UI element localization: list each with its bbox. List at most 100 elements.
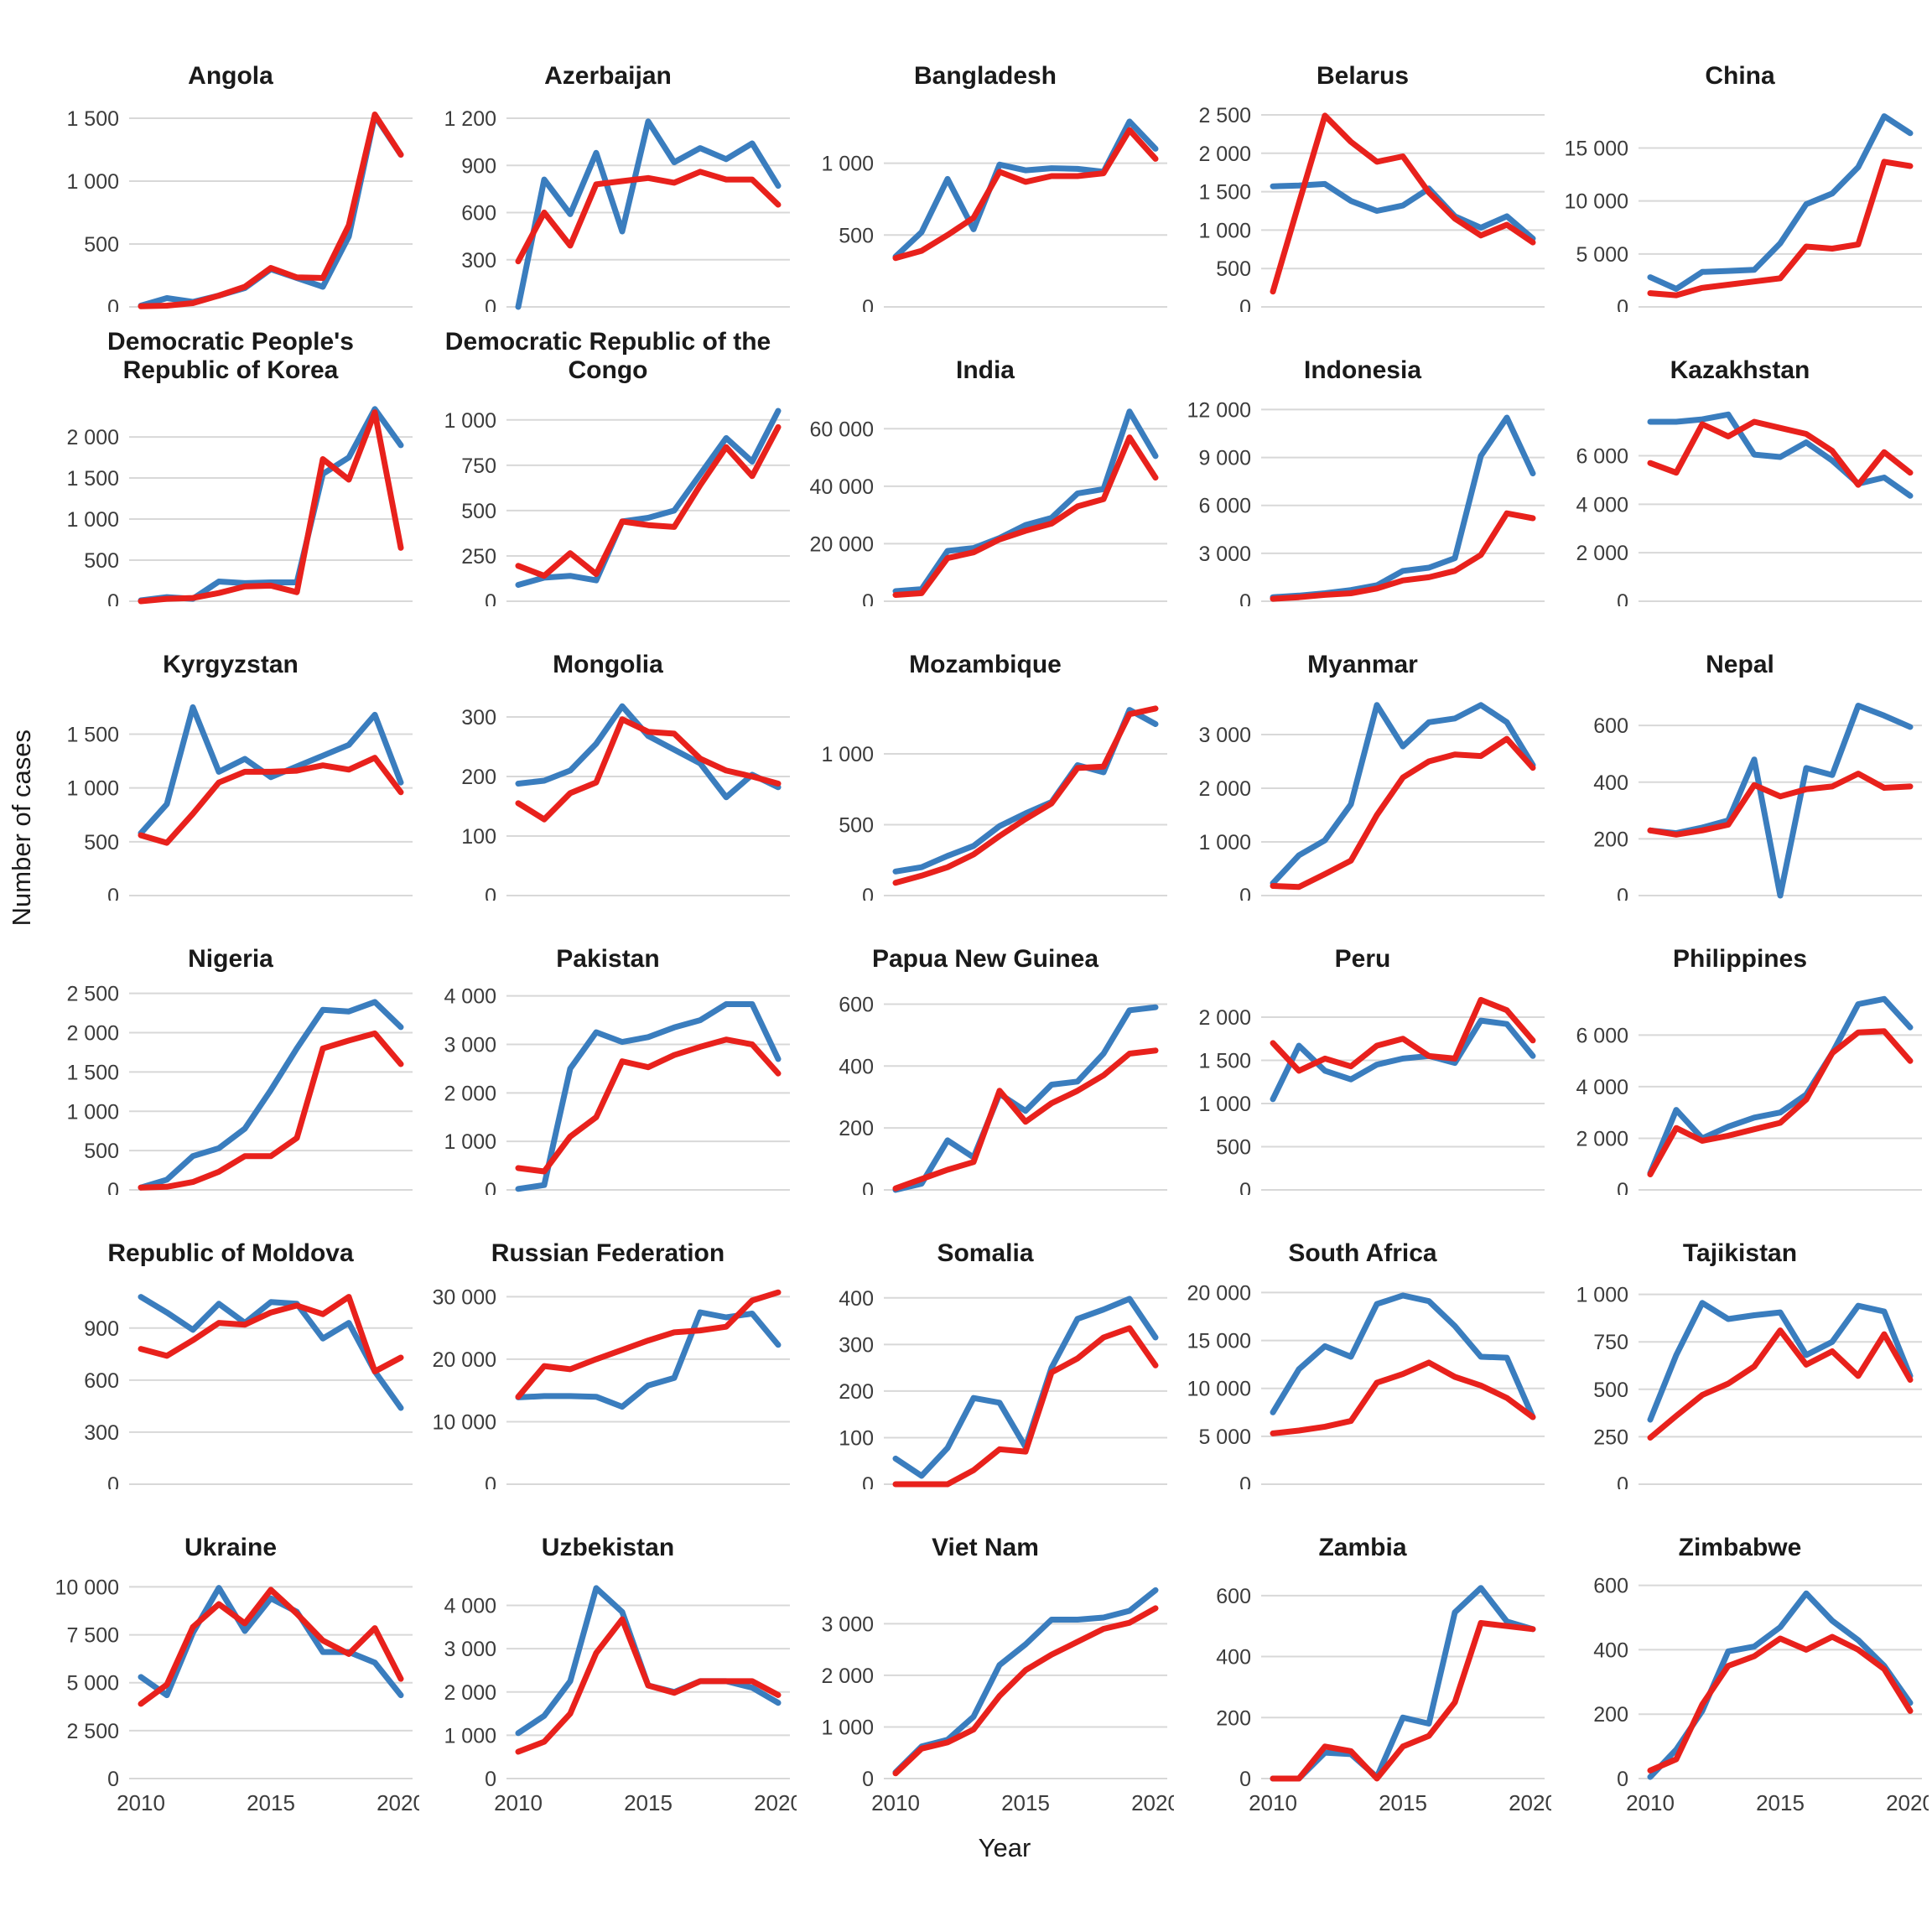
series-red-line xyxy=(138,112,404,309)
panel-title-peru: Peru xyxy=(1334,945,1391,974)
y-tick-label: 500 xyxy=(1593,1379,1628,1402)
series-blue-line xyxy=(138,112,404,309)
x-tick-label: 2020 xyxy=(1131,1790,1174,1815)
y-tick-label: 300 xyxy=(461,249,496,273)
series-blue-line xyxy=(138,1294,404,1411)
chart-republic-of-moldova: 0 300 600 900 xyxy=(84,1294,413,1497)
y-tick-label: 1 000 xyxy=(444,409,496,433)
panel-south-africa: South Africa 0 5 000 10 000 15 000 20 000 xyxy=(1174,1199,1551,1497)
y-tick-label: 750 xyxy=(461,454,496,478)
panel-title-india: India xyxy=(955,356,1015,385)
y-tick-label: 0 xyxy=(862,1473,874,1489)
y-tick-label: 500 xyxy=(84,1140,119,1163)
y-tick-label: 2 000 xyxy=(444,1681,496,1705)
y-axis-label: Number of cases xyxy=(7,730,36,927)
series-blue-line xyxy=(1647,1300,1914,1423)
panel-republic-of-moldova: Republic of Moldova 0 300 600 900 xyxy=(42,1199,419,1497)
series-red-line xyxy=(892,1605,1159,1777)
series-blue-line xyxy=(515,118,782,310)
y-tick-label: 300 xyxy=(84,1421,119,1445)
y-tick-label: 6 000 xyxy=(1576,445,1628,469)
y-tick-label: 6 000 xyxy=(1576,1024,1628,1047)
chart-zimbabwe: 0 200 400 600 2010 2015 2020 xyxy=(1593,1575,1932,1815)
panel-papua-new-guinea: Papua New Guinea 0 200 400 600 xyxy=(797,905,1174,1202)
y-tick-label: 200 xyxy=(1216,1706,1251,1730)
series-blue-line xyxy=(1270,702,1536,886)
y-tick-label: 5 000 xyxy=(1198,1426,1251,1449)
panel-kyrgyzstan: Kyrgyzstan 0 500 1 000 1 500 xyxy=(42,610,419,908)
y-tick-label: 0 xyxy=(862,1179,874,1195)
y-tick-label: 3 000 xyxy=(1198,543,1251,566)
panel-zimbabwe: Zimbabwe 0 200 400 600 2010 2015 2020 xyxy=(1551,1493,1932,1825)
panel-title-democratic-people-s-republic-of-korea: Democratic People's Republic of Korea xyxy=(107,328,354,385)
x-tick-label: 2020 xyxy=(377,1790,419,1815)
y-tick-label: 1 000 xyxy=(66,508,119,532)
panel-title-democratic-republic-of-the-congo: Democratic Republic of the Congo xyxy=(444,328,771,385)
y-tick-label: 12 000 xyxy=(1187,398,1251,422)
y-tick-label: 750 xyxy=(1593,1331,1628,1354)
x-tick-label: 2020 xyxy=(754,1790,797,1815)
chart-uzbekistan: 0 1 000 2 000 3 000 4 000 2010 2015 2020 xyxy=(444,1585,802,1815)
series-blue-line xyxy=(1647,1590,1914,1780)
x-tick-label: 2015 xyxy=(624,1790,673,1815)
panel-title-zambia: Zambia xyxy=(1318,1534,1407,1562)
panel-nepal: Nepal 0 200 400 600 xyxy=(1551,610,1929,908)
series-red-line xyxy=(515,1036,782,1175)
series-red-line xyxy=(1270,1359,1536,1436)
y-tick-label: 3 000 xyxy=(1198,724,1251,747)
panel-peru: Peru 0 500 1 000 1 500 2 000 xyxy=(1174,905,1551,1202)
y-tick-label: 1 500 xyxy=(1198,181,1251,205)
panel-title-azerbaijan: Azerbaijan xyxy=(544,62,672,91)
panel-title-tajikistan: Tajikistan xyxy=(1682,1239,1798,1268)
y-tick-label: 6 000 xyxy=(1198,495,1251,518)
y-tick-label: 1 500 xyxy=(66,107,119,131)
panel-mongolia: Mongolia 0 100 200 300 xyxy=(419,610,797,908)
x-tick-label: 2020 xyxy=(1886,1790,1929,1815)
y-tick-label: 2 000 xyxy=(1576,1127,1628,1150)
panel-indonesia: Indonesia 0 3 000 6 000 9 000 12 000 xyxy=(1174,316,1551,614)
y-tick-label: 500 xyxy=(1216,257,1251,281)
y-tick-label: 3 000 xyxy=(821,1613,874,1636)
panel-zambia: Zambia 0 200 400 600 2010 2015 2020 xyxy=(1174,1493,1557,1825)
series-blue-line xyxy=(515,1585,782,1737)
panel-myanmar: Myanmar 0 1 000 2 000 3 000 xyxy=(1174,610,1551,908)
y-tick-label: 100 xyxy=(461,825,496,849)
chart-south-africa: 0 5 000 10 000 15 000 20 000 xyxy=(1187,1281,1545,1497)
y-tick-label: 4 000 xyxy=(1576,493,1628,517)
y-tick-label: 1 000 xyxy=(821,743,874,766)
y-tick-label: 4 000 xyxy=(1576,1076,1628,1099)
series-red-line xyxy=(1270,510,1536,602)
y-tick-label: 10 000 xyxy=(1565,190,1628,214)
series-red-line xyxy=(138,1587,404,1707)
series-red-line xyxy=(1270,996,1536,1074)
y-tick-label: 3 000 xyxy=(444,1638,496,1661)
y-tick-label: 2 500 xyxy=(1198,104,1251,127)
panel-title-republic-of-moldova: Republic of Moldova xyxy=(107,1239,354,1268)
y-tick-label: 400 xyxy=(1593,771,1628,795)
y-tick-label: 600 xyxy=(1593,1575,1628,1598)
y-tick-label: 0 xyxy=(1239,885,1251,901)
series-red-line xyxy=(1647,158,1914,299)
series-blue-line xyxy=(138,999,404,1191)
series-red-line xyxy=(515,1616,782,1755)
panel-title-philippines: Philippines xyxy=(1672,945,1808,974)
y-tick-label: 500 xyxy=(1216,1135,1251,1159)
chart-belarus: 0 500 1 000 1 500 2 000 2 500 xyxy=(1198,104,1545,319)
series-red-line xyxy=(1647,771,1914,838)
y-tick-label: 0 xyxy=(1617,590,1628,606)
y-tick-label: 0 xyxy=(107,1179,119,1195)
series-blue-line xyxy=(1270,180,1536,242)
y-tick-label: 1 500 xyxy=(1198,1049,1251,1072)
chart-nigeria: 0 500 1 000 1 500 2 000 2 500 xyxy=(66,983,413,1202)
y-tick-label: 200 xyxy=(1593,828,1628,851)
y-tick-label: 20 000 xyxy=(1187,1281,1251,1305)
y-tick-label: 3 000 xyxy=(444,1034,496,1057)
y-tick-label: 0 xyxy=(1617,1473,1628,1489)
y-tick-label: 4 000 xyxy=(444,985,496,1009)
y-tick-label: 0 xyxy=(1239,1768,1251,1791)
series-blue-line xyxy=(892,118,1159,260)
y-tick-label: 0 xyxy=(485,1768,496,1791)
y-tick-label: 0 xyxy=(1239,1179,1251,1195)
panel-china: China 0 5 000 10 000 15 000 xyxy=(1551,22,1929,319)
chart-democratic-republic-of-the-congo: 0 250 500 750 1 000 xyxy=(444,408,790,614)
